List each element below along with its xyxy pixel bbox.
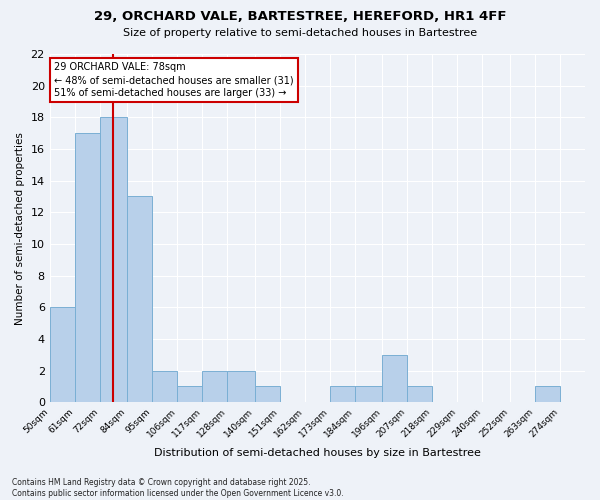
Text: 29, ORCHARD VALE, BARTESTREE, HEREFORD, HR1 4FF: 29, ORCHARD VALE, BARTESTREE, HEREFORD, … [94,10,506,23]
Bar [535,386,560,402]
Bar [355,386,382,402]
Bar [227,370,254,402]
Bar [330,386,355,402]
Bar [177,386,202,402]
Bar [202,370,227,402]
Bar [75,133,100,402]
Bar [407,386,433,402]
Bar [254,386,280,402]
Y-axis label: Number of semi-detached properties: Number of semi-detached properties [15,132,25,324]
X-axis label: Distribution of semi-detached houses by size in Bartestree: Distribution of semi-detached houses by … [154,448,481,458]
Bar [100,118,127,402]
Bar [50,308,75,402]
Text: 29 ORCHARD VALE: 78sqm
← 48% of semi-detached houses are smaller (31)
51% of sem: 29 ORCHARD VALE: 78sqm ← 48% of semi-det… [54,62,294,98]
Bar [152,370,177,402]
Text: Contains HM Land Registry data © Crown copyright and database right 2025.
Contai: Contains HM Land Registry data © Crown c… [12,478,344,498]
Bar [127,196,152,402]
Text: Size of property relative to semi-detached houses in Bartestree: Size of property relative to semi-detach… [123,28,477,38]
Bar [382,354,407,402]
